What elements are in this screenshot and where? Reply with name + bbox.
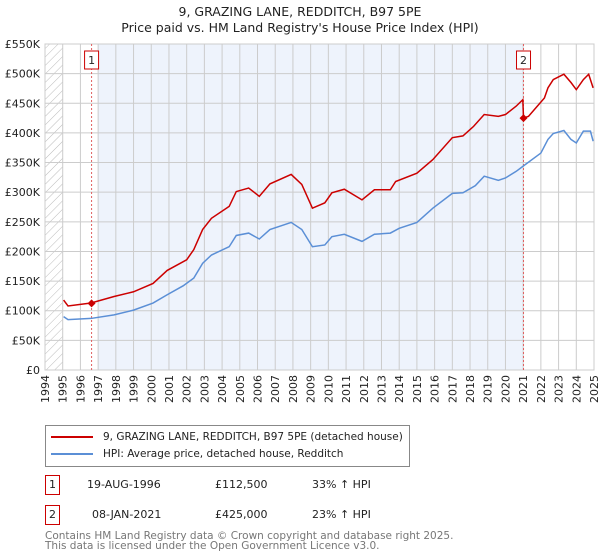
footer: Contains HM Land Registry data © Crown c… (45, 530, 454, 552)
series-line (63, 129, 594, 321)
x-tick-label: 2017 (446, 375, 459, 403)
x-tick-label: 2011 (340, 375, 353, 403)
legend-hpi-label: HPI: Average price, detached house, Redd… (103, 448, 344, 460)
x-tick-label: 1998 (110, 375, 123, 403)
x-tick-label: 2020 (499, 375, 512, 403)
legend-item-price: 9, GRAZING LANE, REDDITCH, B97 5PE (deta… (51, 429, 403, 445)
x-tick-label: 2012 (358, 375, 371, 403)
sale-point (519, 114, 528, 123)
sale-badge-label: 2 (520, 54, 527, 67)
x-tick-label: 2008 (287, 375, 300, 403)
x-tick-label: 2018 (464, 375, 477, 403)
x-tick-label: 2013 (375, 375, 388, 403)
x-tick-label: 2016 (429, 375, 442, 403)
y-tick-label: £550K (5, 38, 41, 51)
x-tick-label: 2021 (517, 375, 530, 403)
transaction-hpi: 23% ↑ HPI (312, 508, 371, 521)
transaction-badge: 1 (45, 475, 60, 495)
y-tick-label: £500K (5, 68, 41, 81)
y-tick-label: £400K (5, 127, 41, 140)
transaction-date: 19-AUG-1996 (87, 478, 161, 491)
sale-badge-label: 1 (88, 54, 95, 67)
transaction-date: 08-JAN-2021 (92, 508, 162, 521)
x-tick-label: 2006 (252, 375, 265, 403)
y-tick-label: £250K (5, 216, 41, 229)
sale-badge (516, 50, 532, 70)
y-tick-label: £200K (5, 245, 41, 258)
x-tick-label: 2010 (322, 375, 335, 403)
y-tick-label: £50K (12, 334, 41, 347)
y-tick-label: £450K (5, 97, 41, 110)
y-tick-label: £0 (26, 364, 40, 377)
x-tick-label: 2002 (181, 375, 194, 403)
y-tick-label: £300K (5, 186, 41, 199)
transaction-row: 2 08-JAN-2021 £425,000 23% ↑ HPI (45, 505, 445, 525)
plot-frame (44, 43, 595, 371)
transaction-row: 1 19-AUG-1996 £112,500 33% ↑ HPI (45, 475, 445, 495)
x-tick-label: 2001 (163, 375, 176, 403)
footer-line1: Contains HM Land Registry data © Crown c… (45, 530, 454, 542)
footer-line2: This data is licensed under the Open Gov… (45, 540, 380, 552)
sale-point (87, 299, 96, 308)
legend-item-hpi: HPI: Average price, detached house, Redd… (51, 446, 343, 462)
x-tick-label: 1994 (39, 375, 52, 403)
x-tick-label: 2014 (393, 375, 406, 403)
legend-red-line-icon (51, 436, 93, 438)
y-tick-label: £100K (5, 305, 41, 318)
legend-blue-line-icon (51, 453, 93, 455)
sale-badge (84, 50, 100, 70)
x-tick-label: 2023 (553, 375, 566, 403)
x-tick-label: 2004 (216, 375, 229, 403)
chart-subtitle: Price paid vs. HM Land Registry's House … (121, 20, 479, 35)
chart-title: 9, GRAZING LANE, REDDITCH, B97 5PE (178, 4, 422, 19)
x-tick-label: 1997 (92, 375, 105, 403)
x-tick-label: 2007 (269, 375, 282, 403)
x-tick-label: 2019 (482, 375, 495, 403)
x-tick-label: 2000 (145, 375, 158, 403)
x-tick-label: 2015 (411, 375, 424, 403)
x-tick-label: 2009 (305, 375, 318, 403)
x-tick-label: 2005 (234, 375, 247, 403)
y-tick-label: £350K (5, 157, 41, 170)
x-tick-label: 1996 (74, 375, 87, 403)
transaction-price: £112,500 (215, 478, 268, 491)
price-chart: £0 £50K £100K £150K £200K £250K £300K £350K £400… (5, 38, 600, 403)
pre-data-hatch (45, 44, 63, 370)
legend-price-label: 9, GRAZING LANE, REDDITCH, B97 5PE (deta… (103, 431, 403, 443)
y-tick-label: £150K (5, 275, 41, 288)
x-tick-label: 2024 (570, 375, 583, 403)
transaction-price: £425,000 (215, 508, 268, 521)
x-tick-label: 2025 (588, 375, 600, 403)
x-tick-label: 2022 (535, 375, 548, 403)
transaction-badge: 2 (45, 505, 60, 525)
series-line (62, 72, 594, 307)
x-tick-label: 2003 (198, 375, 211, 403)
x-tick-label: 1999 (128, 375, 141, 403)
legend: 9, GRAZING LANE, REDDITCH, B97 5PE (deta… (45, 425, 410, 467)
x-tick-label: 1995 (57, 375, 70, 403)
transaction-hpi: 33% ↑ HPI (312, 478, 371, 491)
